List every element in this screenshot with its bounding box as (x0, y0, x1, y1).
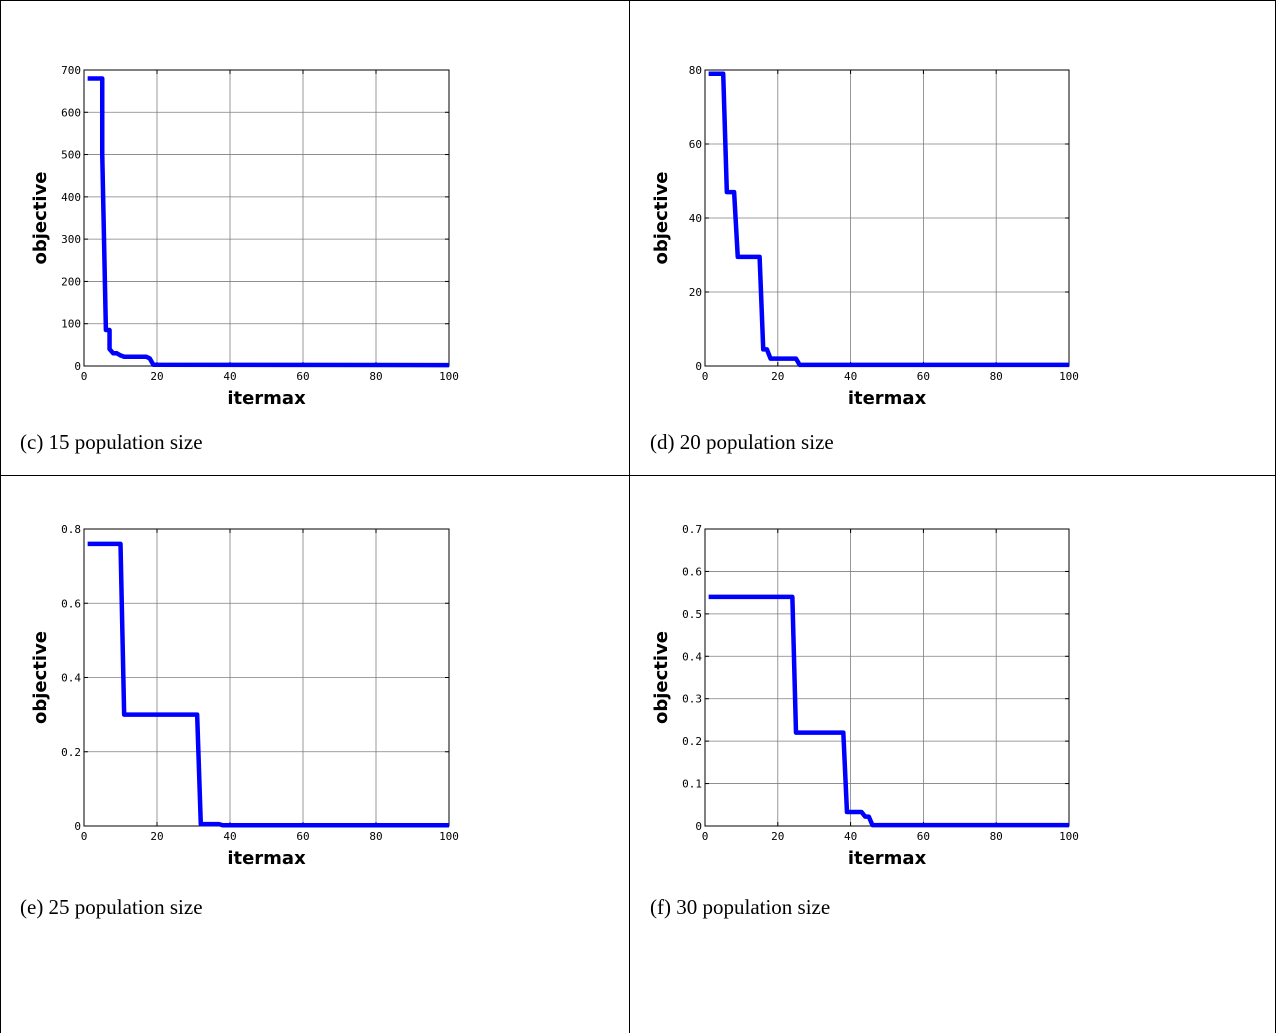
caption-d: (d) 20 population size (650, 430, 834, 454)
x-tick-label: 0 (702, 830, 709, 843)
y-tick-label: 0.5 (682, 608, 702, 621)
y-axis-label: objective (651, 171, 672, 264)
x-axis-label: itermax (227, 388, 306, 409)
y-axis-label: objective (651, 631, 672, 724)
x-tick-label: 20 (150, 370, 163, 383)
plot-area (705, 529, 1069, 826)
y-axis-label: objective (30, 631, 51, 724)
x-tick-label: 20 (771, 830, 784, 843)
table-row-divider (0, 475, 1276, 476)
series-line (87, 541, 449, 828)
chart-e-25-population: 0 20 40 60 80 100 0 0.2 0.4 0.6 0.8 itermax objectiv… (30, 523, 459, 869)
x-tick-label: 0 (702, 370, 709, 383)
x-tick-label: 60 (296, 830, 309, 843)
x-tick-label: 80 (369, 830, 382, 843)
y-tick-label: 0 (74, 820, 81, 833)
y-tick-label: 500 (61, 149, 81, 162)
chart-f-30-population: 0 20 40 60 80 100 0 0.1 0.2 0.3 0.4 0.5 0.6 0.7 iterma… (651, 523, 1079, 869)
caption-e: (e) 25 population size (20, 895, 203, 919)
y-tick-label: 600 (61, 106, 81, 119)
y-tick-label: 100 (61, 318, 81, 331)
y-tick-label: 0.2 (61, 746, 81, 759)
caption-c: (c) 15 population size (20, 430, 203, 454)
y-tick-label: 400 (61, 191, 81, 204)
x-tick-label: 100 (439, 370, 459, 383)
y-tick-label: 0 (74, 360, 81, 373)
y-tick-label: 0.6 (61, 597, 81, 610)
series-line (708, 594, 1069, 828)
x-tick-label: 100 (1059, 830, 1079, 843)
y-tick-label: 0 (695, 820, 702, 833)
x-tick-label: 80 (990, 830, 1003, 843)
y-tick-label: 200 (61, 275, 81, 288)
x-tick-label: 100 (439, 830, 459, 843)
y-axis-label: objective (30, 171, 51, 264)
y-tick-label: 700 (61, 64, 81, 77)
x-tick-label: 0 (81, 830, 88, 843)
y-tick-label: 0.8 (61, 523, 81, 536)
chart-d-20-population: 0 20 40 60 80 100 0 20 40 60 80 itermax objective (651, 64, 1079, 409)
x-tick-label: 40 (844, 370, 857, 383)
y-tick-label: 0.4 (61, 672, 81, 685)
y-tick-label: 0 (695, 360, 702, 373)
y-tick-label: 0.7 (682, 523, 702, 536)
x-tick-label: 40 (223, 830, 236, 843)
y-tick-label: 60 (689, 138, 702, 151)
chart-c-15-population: 0 20 40 60 80 100 0 100 200 300 400 500 600 700 iterma… (30, 64, 459, 409)
x-axis-label: itermax (848, 848, 927, 869)
caption-f: (f) 30 population size (650, 895, 831, 919)
x-tick-label: 80 (990, 370, 1003, 383)
x-tick-label: 20 (150, 830, 163, 843)
y-tick-label: 40 (689, 212, 702, 225)
plot-area (84, 70, 449, 366)
x-tick-label: 20 (771, 370, 784, 383)
x-axis-label: itermax (848, 388, 927, 409)
x-tick-label: 60 (296, 370, 309, 383)
y-tick-label: 20 (689, 286, 702, 299)
y-tick-label: 80 (689, 64, 702, 77)
y-tick-label: 0.3 (682, 693, 702, 706)
x-tick-label: 60 (917, 830, 930, 843)
x-axis-label: itermax (227, 848, 306, 869)
x-tick-label: 40 (223, 370, 236, 383)
y-tick-label: 0.6 (682, 565, 702, 578)
y-tick-label: 0.4 (682, 650, 702, 663)
y-tick-label: 300 (61, 233, 81, 246)
y-tick-label: 0.1 (682, 778, 702, 791)
table-column-divider (629, 0, 630, 1033)
x-tick-label: 0 (81, 370, 88, 383)
x-tick-label: 40 (844, 830, 857, 843)
x-tick-label: 80 (369, 370, 382, 383)
x-tick-label: 100 (1059, 370, 1079, 383)
y-tick-label: 0.2 (682, 735, 702, 748)
x-tick-label: 60 (917, 370, 930, 383)
